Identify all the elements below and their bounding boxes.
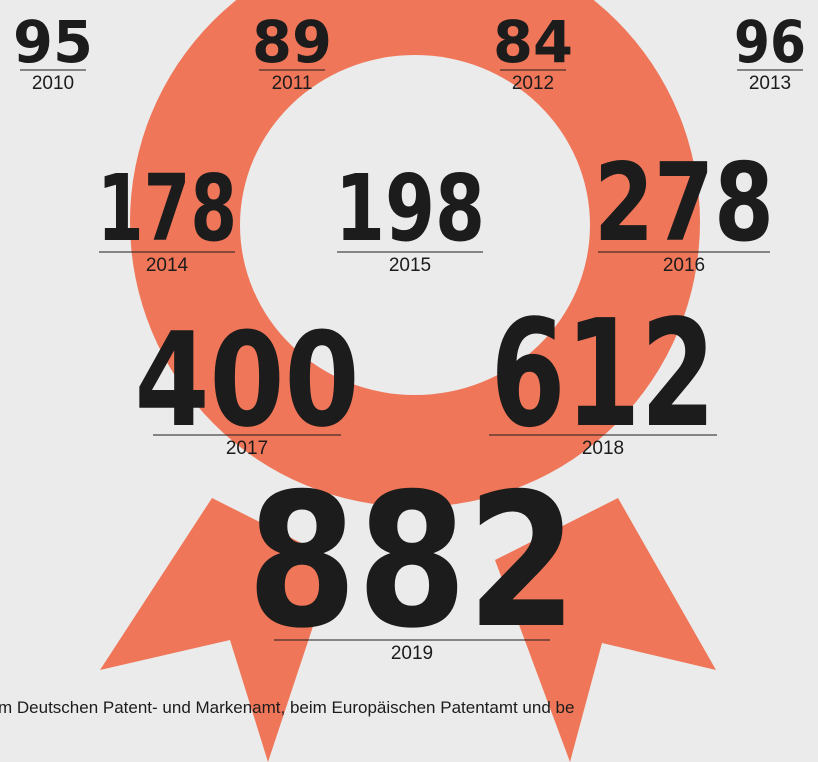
figure-year: 2013	[749, 73, 791, 94]
figure-value: 612	[491, 288, 716, 460]
figure-year: 2016	[663, 255, 705, 276]
figure-value: 198	[335, 155, 485, 262]
figure-value: 84	[493, 8, 573, 76]
figure-value: 882	[247, 453, 577, 669]
figure-value: 178	[97, 155, 237, 262]
figure-year: 2018	[582, 438, 624, 459]
figure-value: 96	[734, 8, 806, 76]
figure-year: 2014	[146, 255, 189, 276]
figure-year: 2010	[32, 73, 74, 94]
figure-year: 2019	[391, 643, 433, 664]
figure-value: 89	[252, 8, 332, 76]
page: {"items": [ {"value": 95, "year": "2010"…	[0, 0, 818, 762]
figure-value: 95	[13, 8, 93, 76]
figure-value: 400	[135, 304, 360, 456]
footnote: m Deutschen Patent- und Markenamt, beim …	[0, 698, 574, 717]
infographic: 952010 892011 842012 962013 1782014 1982015 27…	[0, 0, 818, 762]
figure-value: 278	[594, 141, 774, 266]
figure-year: 2012	[512, 73, 554, 94]
figure-year: 2015	[389, 255, 431, 276]
figure-year: 2011	[272, 73, 313, 94]
